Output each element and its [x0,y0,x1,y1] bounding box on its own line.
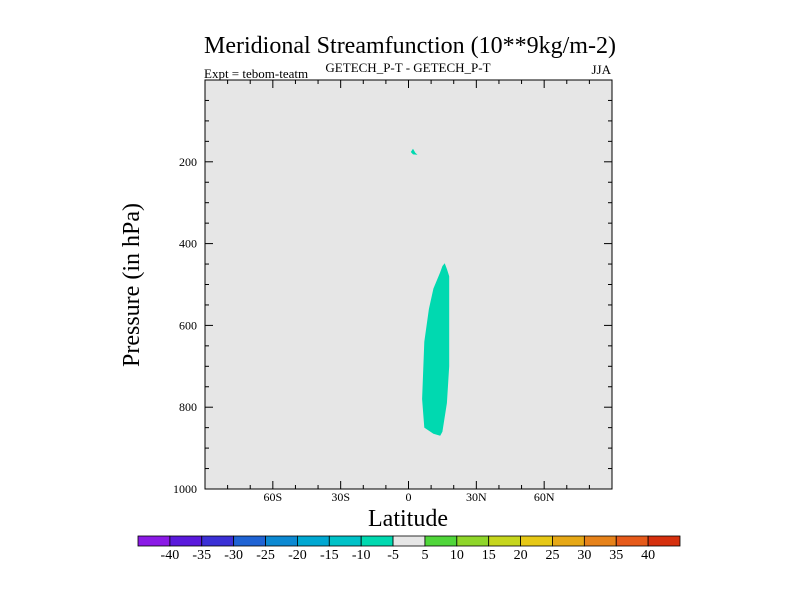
x-tick-label: 60S [263,490,282,504]
colorbar-box [233,535,266,547]
colorbar-box [424,535,458,547]
colorbar-box [552,535,585,547]
shaded-region-small-cell [410,148,418,155]
y-axis-ticks: 200 400 600 800 1000 [173,155,612,496]
colorbar-label: -15 [320,548,339,563]
colorbar-box [328,535,362,547]
shaded-regions [410,148,450,436]
colorbar-label: -25 [256,548,275,563]
chart-title: Meridional Streamfunction (10**9kg/m-2) [204,33,616,59]
shaded-region-main-cell [422,263,450,436]
plot-area [205,80,612,489]
colorbar-label: -5 [387,548,399,563]
x-axis-label: Latitude [368,506,448,532]
colorbar-box [265,535,298,547]
colorbar-label: -30 [224,548,243,563]
y-tick-label: 1000 [173,482,197,496]
colorbar-box [297,535,330,547]
colorbar-label: 30 [577,548,591,563]
colorbar-box [392,535,426,547]
colorbar-label: 35 [609,548,623,563]
colorbar-box [456,535,490,547]
colorbar-label: -35 [192,548,211,563]
colorbar-box [360,535,394,547]
colorbar-label: 20 [514,548,528,563]
experiment-label: Expt = tebom-teatm [204,66,308,81]
colorbar-box [615,535,649,547]
y-tick-label: 200 [179,155,197,169]
colorbar-box [169,535,203,547]
colorbar-label: 10 [450,548,464,563]
colorbar: -40 -35 -30 -25 -20 -15 -10 -5 5 10 15 20 25 30 35 40 [137,535,681,563]
colorbar-label: 40 [641,548,655,563]
colorbar-label: -40 [161,548,180,563]
colorbar-label: 15 [482,548,496,563]
colorbar-box [488,535,521,547]
y-tick-label: 400 [179,237,197,251]
colorbar-box [647,535,681,547]
colorbar-label: -10 [352,548,371,563]
season-label: JJA [591,62,611,77]
x-tick-label: 60N [534,490,555,504]
minor-ticks [205,80,612,489]
colorbar-label: 5 [421,548,428,563]
model-comparison-label: GETECH_P-T - GETECH_P-T [325,60,490,75]
x-tick-label: 30N [466,490,487,504]
x-tick-label: 30S [331,490,350,504]
colorbar-box [201,535,235,547]
colorbar-box [137,535,171,547]
colorbar-box [520,535,553,547]
colorbar-label: -20 [288,548,307,563]
y-axis-label: Pressure (in hPa) [119,203,145,367]
colorbar-box [583,535,617,547]
y-tick-label: 600 [179,318,197,332]
colorbar-label: 25 [545,548,559,563]
y-tick-label: 800 [179,400,197,414]
x-tick-label: 0 [406,490,412,504]
x-axis-ticks: 60S 30S 0 30N 60N [263,80,555,504]
